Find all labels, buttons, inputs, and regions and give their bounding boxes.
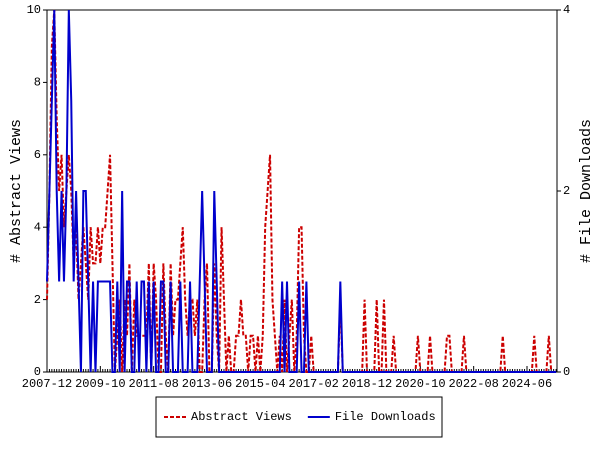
series-line: [46, 9, 557, 373]
y-tick-label: 4: [34, 220, 41, 234]
x-tick-label: 2017-02: [288, 377, 338, 391]
series-line: [46, 9, 557, 373]
y-axis-title: # Abstract Views: [8, 119, 25, 263]
y-tick-label: 0: [34, 365, 41, 379]
x-tick-label: 2007-12: [22, 377, 72, 391]
x-tick-label: 2015-04: [235, 377, 285, 391]
y-tick-label: 10: [27, 3, 41, 17]
x-tick-label: 2011-08: [128, 377, 178, 391]
x-tick-label: 2009-10: [75, 377, 125, 391]
y2-tick-label: 0: [563, 365, 570, 379]
y2-axis-title: # File Downloads: [578, 119, 595, 263]
y2-tick-label: 4: [563, 3, 570, 17]
x-tick-label: 2018-12: [342, 377, 392, 391]
x-tick-label: 2022-08: [448, 377, 498, 391]
x-tick-label: 2020-10: [395, 377, 445, 391]
y-tick-label: 2: [34, 293, 41, 307]
y-tick-label: 6: [34, 148, 41, 162]
legend-label: File Downloads: [335, 410, 436, 424]
legend-box: [155, 396, 443, 438]
legend-label: Abstract Views: [191, 410, 292, 424]
y2-tick-label: 2: [563, 184, 570, 198]
y-tick-label: 8: [34, 76, 41, 90]
x-tick-label: 2024-06: [502, 377, 552, 391]
x-tick-label: 2013-06: [182, 377, 232, 391]
